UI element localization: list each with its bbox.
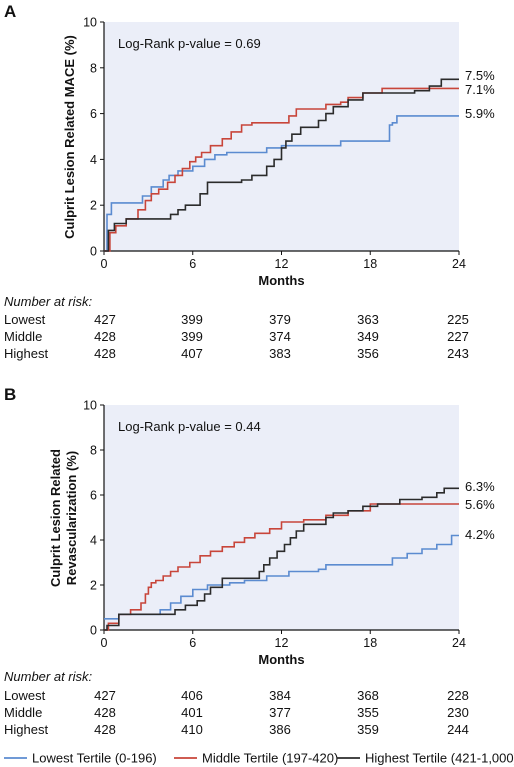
- y-axis-label-group: Culprit Lesion Related Revascularization …: [48, 449, 79, 587]
- panel-letter: B: [4, 385, 16, 404]
- risk-cell: 428: [94, 722, 116, 737]
- end-value-label-middle: 7.1%: [465, 82, 495, 97]
- risk-cell: 407: [181, 346, 203, 361]
- risk-row-label: Highest: [4, 346, 48, 361]
- x-tick-label: 6: [189, 636, 196, 650]
- risk-cell: 386: [269, 722, 291, 737]
- x-axis-label: Months: [258, 652, 304, 667]
- y-tick-label: 0: [90, 245, 97, 259]
- risk-cell: 406: [181, 688, 203, 703]
- y-tick-label: 2: [90, 199, 97, 213]
- y-tick-label: 4: [90, 534, 97, 548]
- risk-cell: 399: [181, 312, 203, 327]
- risk-cell: 427: [94, 312, 116, 327]
- x-tick-label: 24: [452, 257, 466, 271]
- risk-row-label: Highest: [4, 722, 48, 737]
- series-line-lowest: [104, 534, 459, 620]
- risk-cell: 428: [94, 329, 116, 344]
- y-axis-label-line-1: Culprit Lesion Related: [48, 449, 63, 587]
- log-rank-annotation: Log-Rank p-value = 0.44: [118, 419, 261, 434]
- series-line-middle: [104, 503, 459, 631]
- risk-cell: 355: [357, 705, 379, 720]
- legend-label-highest: Highest Tertile (421-1,000): [365, 751, 514, 766]
- risk-cell: 227: [447, 329, 469, 344]
- x-tick-label: 0: [101, 636, 108, 650]
- end-value-label-lowest: 5.9%: [465, 106, 495, 121]
- x-tick-label: 18: [363, 636, 377, 650]
- risk-table-header: Number at risk:: [4, 294, 93, 309]
- plot-area: [104, 405, 459, 630]
- x-tick-label: 0: [101, 257, 108, 271]
- x-tick-label: 12: [275, 636, 289, 650]
- legend-label-middle: Middle Tertile (197-420): [202, 751, 338, 766]
- plot-area: [104, 22, 459, 251]
- y-tick-label: 6: [90, 107, 97, 121]
- risk-cell: 225: [447, 312, 469, 327]
- y-axis-label-line-2: Revascularization (%): [64, 451, 79, 585]
- risk-cell: 349: [357, 329, 379, 344]
- y-tick-label: 8: [90, 444, 97, 458]
- y-tick-label: 0: [90, 624, 97, 638]
- risk-cell: 244: [447, 722, 469, 737]
- risk-row-label: Lowest: [4, 688, 46, 703]
- risk-cell: 410: [181, 722, 203, 737]
- panel-letter: A: [4, 2, 16, 21]
- risk-cell: 428: [94, 346, 116, 361]
- risk-cell: 427: [94, 688, 116, 703]
- risk-cell: 228: [447, 688, 469, 703]
- x-axis-label: Months: [258, 273, 304, 288]
- y-tick-label: 2: [90, 579, 97, 593]
- series-line-lowest: [104, 115, 459, 252]
- legend: Lowest Tertile (0-196) Middle Tertile (19…: [4, 751, 514, 766]
- risk-cell: 243: [447, 346, 469, 361]
- y-tick-label: 8: [90, 61, 97, 75]
- y-tick-label: 4: [90, 153, 97, 167]
- y-tick-label: 10: [83, 16, 97, 30]
- series-line-middle: [104, 87, 459, 252]
- end-value-label-lowest: 4.2%: [465, 527, 495, 542]
- risk-cell: 428: [94, 705, 116, 720]
- risk-cell: 383: [269, 346, 291, 361]
- risk-cell: 379: [269, 312, 291, 327]
- risk-row-label: Lowest: [4, 312, 46, 327]
- log-rank-annotation: Log-Rank p-value = 0.69: [118, 36, 261, 51]
- end-value-label-middle: 5.6%: [465, 497, 495, 512]
- series-line-highest: [104, 487, 459, 631]
- x-tick-label: 18: [363, 257, 377, 271]
- risk-cell: 377: [269, 705, 291, 720]
- risk-table-header: Number at risk:: [4, 669, 93, 684]
- legend-label-lowest: Lowest Tertile (0-196): [32, 751, 157, 766]
- risk-cell: 230: [447, 705, 469, 720]
- risk-cell: 356: [357, 346, 379, 361]
- x-tick-label: 24: [452, 636, 466, 650]
- risk-cell: 399: [181, 329, 203, 344]
- end-value-label-highest: 7.5%: [465, 68, 495, 83]
- end-value-label-highest: 6.3%: [465, 479, 495, 494]
- x-tick-label: 6: [189, 257, 196, 271]
- x-tick-label: 12: [275, 257, 289, 271]
- y-axis-label: Culprit Lesion Related MACE (%): [62, 35, 77, 239]
- risk-cell: 363: [357, 312, 379, 327]
- risk-row-label: Middle: [4, 705, 42, 720]
- risk-cell: 401: [181, 705, 203, 720]
- risk-cell: 384: [269, 688, 291, 703]
- y-tick-label: 6: [90, 489, 97, 503]
- risk-cell: 359: [357, 722, 379, 737]
- risk-cell: 374: [269, 329, 291, 344]
- y-tick-label: 10: [83, 399, 97, 413]
- y-axis-label-group: Culprit Lesion Related MACE (%): [62, 35, 77, 239]
- risk-cell: 368: [357, 688, 379, 703]
- series-line-highest: [104, 78, 459, 252]
- risk-row-label: Middle: [4, 329, 42, 344]
